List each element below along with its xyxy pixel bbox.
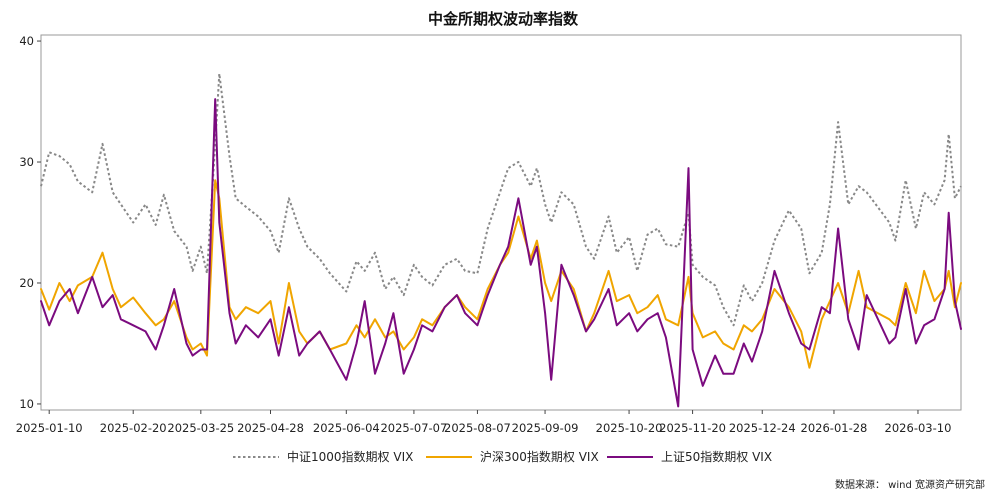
x-tick-label: 2026-03-10 xyxy=(885,421,952,435)
x-tick-label: 2025-07-07 xyxy=(380,421,447,435)
x-tick-label: 2025-10-20 xyxy=(596,421,663,435)
x-tick-label: 2025-09-09 xyxy=(512,421,579,435)
x-tick-label: 2025-02-20 xyxy=(100,421,167,435)
series-layer xyxy=(40,72,962,408)
y-tick-label: 10 xyxy=(19,397,34,411)
x-tick-label: 2025-01-10 xyxy=(16,421,83,435)
legend: 中证1000指数期权 VIX 沪深300指数期权 VIX 上证50指数期权 VIX xyxy=(233,449,772,464)
x-tick-label: 2025-04-28 xyxy=(237,421,304,435)
x-tick-label: 2025-03-25 xyxy=(167,421,234,435)
y-tick-label: 40 xyxy=(19,34,34,48)
y-axis: 10 20 30 40 xyxy=(19,34,41,411)
source-note: 数据来源： wind 宽源资产研究部 xyxy=(835,478,985,491)
plot-area-frame xyxy=(40,34,962,411)
x-tick-label: 2026-01-28 xyxy=(801,421,868,435)
series-line-2 xyxy=(40,179,962,369)
x-tick-label: 2025-11-20 xyxy=(659,421,726,435)
legend-label-2: 沪深300指数期权 VIX xyxy=(480,449,599,464)
y-tick-label: 20 xyxy=(19,276,34,290)
x-tick-label: 2025-12-24 xyxy=(729,421,796,435)
legend-label-1: 中证1000指数期权 VIX xyxy=(287,449,413,464)
series-line-1 xyxy=(40,72,962,327)
series-line-3 xyxy=(40,98,962,408)
x-tick-label: 2025-08-07 xyxy=(444,421,511,435)
chart-title: 中金所期权波动率指数 xyxy=(428,10,579,28)
legend-label-3: 上证50指数期权 VIX xyxy=(661,449,772,464)
x-axis: 2025-01-10 2025-02-20 2025-03-25 2025-04-28… xyxy=(16,410,952,435)
x-tick-label: 2025-06-04 xyxy=(313,421,380,435)
y-tick-label: 30 xyxy=(19,155,34,169)
